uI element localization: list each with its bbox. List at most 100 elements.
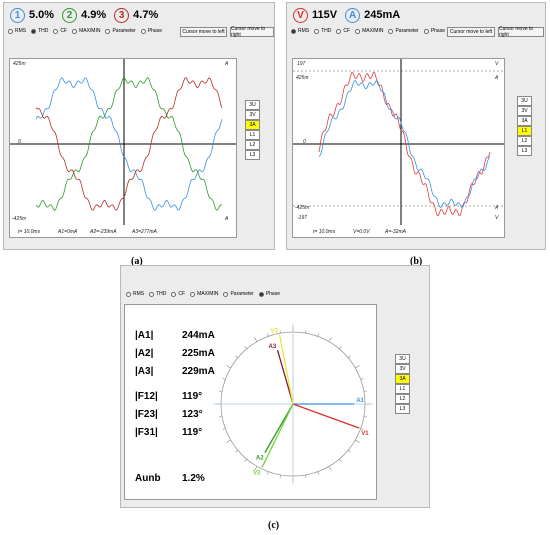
radio-icon bbox=[72, 28, 78, 34]
cursor-left-button[interactable]: Cursor move to left bbox=[447, 27, 495, 37]
channel-2-icon: 2 bbox=[62, 7, 78, 23]
degree-tick bbox=[226, 439, 231, 443]
measurement-1-value: 5.0% bbox=[29, 9, 55, 21]
radio-phase[interactable]: Phase bbox=[258, 291, 280, 297]
voltage-waveform bbox=[318, 71, 491, 217]
cursor-time-label: t= 10.0ms bbox=[18, 229, 41, 235]
channel-selector-b: 3U 3V 3A L1 L2 L3 bbox=[517, 96, 532, 156]
side-button-l1[interactable]: L1 bbox=[517, 126, 532, 136]
y-zero-label: 0 bbox=[303, 139, 306, 145]
side-button-3u[interactable]: 3U bbox=[395, 354, 410, 364]
degree-tick bbox=[219, 416, 223, 418]
phasor-v2 bbox=[261, 403, 294, 468]
waveform-phase-3 bbox=[35, 77, 223, 211]
degree-tick bbox=[219, 390, 223, 392]
side-button-l2[interactable]: L2 bbox=[517, 136, 532, 146]
side-button-l2[interactable]: L2 bbox=[395, 394, 410, 404]
radio-parameter[interactable]: Parameter bbox=[105, 28, 136, 34]
mode-radio-group: RMS THD CF MAX/MIN Parameter Phase bbox=[291, 28, 450, 34]
degree-tick bbox=[317, 333, 319, 337]
degree-tick bbox=[222, 428, 226, 430]
cursor-current-label: A=-32mA bbox=[385, 229, 406, 235]
y-zero-label: 0 bbox=[18, 139, 21, 145]
radio-label: MAX/MIN bbox=[362, 28, 384, 34]
measurement-3-value: 4.7% bbox=[133, 9, 159, 21]
radio-icon bbox=[190, 291, 196, 297]
radio-rms[interactable]: RMS bbox=[291, 28, 309, 34]
radio-phase[interactable]: Phase bbox=[140, 28, 162, 34]
radio-maxmin[interactable]: MAX/MIN bbox=[190, 291, 218, 297]
side-button-3u[interactable]: 3U bbox=[517, 96, 532, 106]
degree-tick bbox=[305, 330, 307, 334]
degree-tick bbox=[235, 450, 239, 453]
side-button-l3[interactable]: L3 bbox=[245, 150, 260, 160]
degree-tick bbox=[360, 428, 364, 430]
radio-parameter[interactable]: Parameter bbox=[388, 28, 419, 34]
radio-icon bbox=[31, 28, 37, 34]
phasor-label-a1: A1 bbox=[356, 398, 364, 404]
radio-label: Parameter bbox=[395, 28, 419, 34]
a1-label: |A1| bbox=[135, 330, 154, 341]
side-button-3a[interactable]: 3A bbox=[517, 116, 532, 126]
radio-icon bbox=[140, 28, 146, 34]
unit-top2-label: A bbox=[495, 75, 499, 81]
unit-top-label: A bbox=[225, 61, 229, 67]
radio-phase[interactable]: Phase bbox=[423, 28, 445, 34]
side-button-3v[interactable]: 3V bbox=[517, 106, 532, 116]
radio-thd[interactable]: THD bbox=[314, 28, 331, 34]
degree-tick bbox=[235, 355, 239, 358]
panel-b-header: V 115V A 245mA bbox=[287, 3, 545, 27]
y-bottom2-label: -425m bbox=[295, 205, 310, 211]
radio-cf[interactable]: CF bbox=[171, 291, 185, 297]
radio-label: CF bbox=[343, 28, 351, 34]
radio-icon bbox=[423, 28, 429, 34]
cursor-right-button[interactable]: Cursor move to right bbox=[498, 26, 544, 38]
radio-label: THD bbox=[156, 291, 167, 297]
radio-label: RMS bbox=[298, 28, 310, 34]
panel-c: RMS THD CF MAX/MIN Parameter Phase |A1| … bbox=[120, 265, 430, 508]
radio-rms[interactable]: RMS bbox=[126, 291, 144, 297]
cursor-a3-label: A3=277mA bbox=[132, 229, 157, 235]
side-button-l3[interactable]: L3 bbox=[517, 146, 532, 156]
f31-label: |F31| bbox=[135, 427, 158, 438]
radio-maxmin[interactable]: MAX/MIN bbox=[72, 28, 100, 34]
degree-tick bbox=[226, 365, 231, 369]
side-button-l1[interactable]: L1 bbox=[395, 384, 410, 394]
degree-tick bbox=[279, 474, 281, 478]
cursor-right-button[interactable]: Cursor move to right bbox=[230, 26, 274, 38]
radio-label: MAX/MIN bbox=[197, 291, 219, 297]
panel-a: 1 5.0% 2 4.9% 3 4.7% RMS THD CF MAX/MIN … bbox=[3, 2, 275, 250]
radio-thd[interactable]: THD bbox=[149, 291, 166, 297]
degree-tick bbox=[254, 337, 258, 342]
degree-tick bbox=[363, 416, 367, 418]
radio-label: Parameter bbox=[112, 28, 136, 34]
phasor-label-v2: V2 bbox=[253, 470, 261, 476]
side-button-l3[interactable]: L3 bbox=[395, 404, 410, 414]
radio-parameter[interactable]: Parameter bbox=[223, 291, 254, 297]
degree-tick bbox=[355, 365, 360, 369]
side-button-l2[interactable]: L2 bbox=[245, 140, 260, 150]
radio-rms[interactable]: RMS bbox=[8, 28, 26, 34]
side-button-3a[interactable]: 3A bbox=[245, 120, 260, 130]
phasor-svg: A1 V1 A2 V2 A3 V3 bbox=[213, 324, 373, 484]
radio-maxmin[interactable]: MAX/MIN bbox=[355, 28, 383, 34]
cursor-left-button[interactable]: Cursor move to left bbox=[180, 27, 227, 37]
degree-tick bbox=[267, 333, 269, 337]
side-button-3v[interactable]: 3V bbox=[245, 110, 260, 120]
radio-label: RMS bbox=[15, 28, 27, 34]
radio-cf[interactable]: CF bbox=[336, 28, 350, 34]
side-button-3u[interactable]: 3U bbox=[245, 100, 260, 110]
radio-label: Phase bbox=[265, 291, 280, 297]
unbalance-label: Aunb bbox=[135, 473, 161, 484]
waveform-plot-b: 197 425m 0 -425m -197 V A A V t= 10.0ms … bbox=[292, 58, 505, 238]
f31-value: 119° bbox=[182, 427, 203, 438]
radio-thd[interactable]: THD bbox=[31, 28, 48, 34]
side-button-l1[interactable]: L1 bbox=[245, 130, 260, 140]
degree-tick bbox=[317, 471, 319, 475]
degree-tick bbox=[328, 466, 332, 471]
side-button-3v[interactable]: 3V bbox=[395, 364, 410, 374]
radio-cf[interactable]: CF bbox=[53, 28, 67, 34]
radio-icon bbox=[336, 28, 342, 34]
channel-1-icon: 1 bbox=[10, 7, 25, 23]
side-button-3a[interactable]: 3A bbox=[395, 374, 410, 384]
